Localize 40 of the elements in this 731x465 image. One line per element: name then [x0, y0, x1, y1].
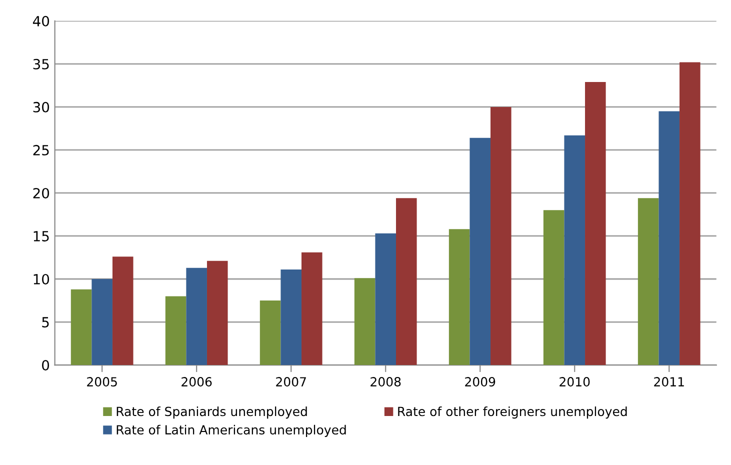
- bar: [112, 256, 134, 366]
- bar: [301, 252, 322, 366]
- x-tick-label: 2006: [182, 377, 212, 387]
- y-tick-label: 5: [42, 317, 49, 328]
- x-tick-label: 2011: [654, 377, 684, 387]
- bar: [564, 135, 586, 366]
- y-tick-label: 15: [34, 231, 49, 242]
- x-tick-label: 2005: [87, 377, 117, 387]
- bar: [680, 62, 700, 366]
- y-tick-label: 35: [33, 58, 49, 70]
- y-tick-label: 10: [34, 274, 50, 284]
- y-tick-label: 30: [33, 102, 50, 112]
- legend-label: Rate of Spaniards unemployed: [116, 406, 307, 419]
- bar: [375, 233, 396, 366]
- bar: [658, 111, 680, 366]
- bar: [186, 268, 207, 366]
- y-tick-label: 25: [33, 144, 49, 156]
- x-tick-label: 2009: [465, 377, 496, 387]
- bar: [92, 279, 112, 366]
- bar: [396, 198, 417, 366]
- legend-label: Rate of other foreigners unemployed: [398, 406, 627, 419]
- bar: [448, 229, 470, 366]
- bar: [165, 296, 186, 366]
- bar: [470, 138, 491, 366]
- bar: [206, 260, 228, 366]
- bar: [490, 106, 512, 366]
- y-tick-label: 40: [32, 16, 50, 26]
- bar: [585, 82, 606, 366]
- y-tick-label: 20: [33, 188, 50, 198]
- x-tick-label: 2008: [370, 377, 401, 387]
- bar: [280, 270, 302, 366]
- bar: [638, 198, 659, 366]
- bar: [354, 278, 376, 366]
- x-tick-label: 2010: [560, 377, 590, 387]
- y-tick-label: 0: [42, 360, 50, 370]
- legend-label: Rate of Latin Americans unemployed: [116, 424, 346, 437]
- x-tick-label: 2007: [276, 377, 306, 387]
- bar: [70, 289, 92, 366]
- bar: [543, 210, 564, 366]
- bar: [260, 300, 281, 366]
